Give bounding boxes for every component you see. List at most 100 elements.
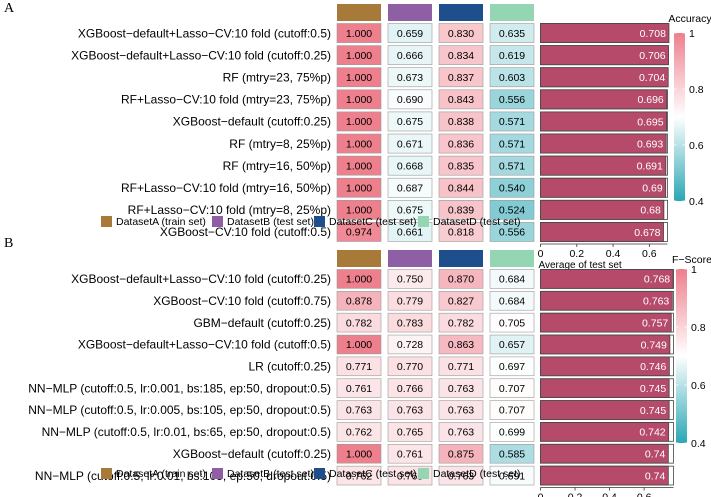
cell-value: 1.000 [346, 182, 372, 194]
cell-value: 0.761 [346, 383, 372, 395]
bar [540, 23, 670, 44]
cell-value: 0.839 [448, 205, 474, 217]
bar [540, 89, 668, 110]
bar-value-label: 0.678 [634, 227, 660, 239]
heatmap-cell [438, 45, 484, 65]
bar [540, 133, 667, 154]
cell-value: 0.671 [397, 138, 423, 150]
cell-value: 0.827 [448, 295, 474, 307]
cell-value: 1.000 [346, 160, 372, 172]
legend-swatch [314, 216, 325, 227]
row-label: RF (mtry=8, 25%p) [229, 137, 331, 151]
bar [540, 312, 672, 333]
heatmap-cell [336, 67, 382, 88]
heatmap-cell [336, 111, 382, 132]
cell-value: 0.770 [397, 361, 423, 373]
bar-x-tick-label: 0.6 [642, 248, 657, 260]
cell-value: 0.666 [397, 50, 423, 62]
heatmap-cell [336, 23, 382, 43]
cell-value: 0.870 [448, 274, 474, 286]
heatmap-cell [489, 422, 535, 442]
cell-value: 0.684 [499, 274, 525, 286]
bar-value-label: 0.746 [640, 361, 666, 373]
colorbar-tick-label: 1 [691, 264, 697, 276]
heatmap-cell [489, 45, 535, 65]
column-header-block [439, 250, 483, 267]
cell-value: 0.556 [499, 227, 525, 239]
legend-label: DatasetB (test set) [227, 468, 314, 480]
colorbar-title: F−Score [672, 254, 711, 266]
cell-value: 0.635 [499, 28, 525, 40]
heatmap-cell [489, 89, 535, 110]
heatmap-cell [336, 291, 382, 311]
cell-value: 0.783 [397, 317, 423, 329]
heatmap-cell [489, 378, 535, 398]
cell-value: 0.771 [346, 361, 372, 373]
heatmap-cell [387, 400, 433, 420]
cell-value: 0.571 [499, 160, 525, 172]
heatmap-cell [336, 443, 382, 464]
heatmap-cell [336, 200, 382, 220]
cell-value: 0.765 [397, 470, 423, 482]
legend-swatch [101, 216, 112, 227]
bar [540, 269, 674, 289]
heatmap-cell [438, 291, 484, 311]
panel-label: B [4, 236, 13, 251]
legend-label: DatasetB (test set) [227, 216, 314, 228]
heatmap-cell [489, 400, 535, 420]
cell-value: 0.763 [397, 405, 423, 417]
row-label: XGBoost−CV:10 fold (cutoff:0.75) [153, 294, 331, 308]
heatmap-cell [387, 89, 433, 110]
bar-value-label: 0.706 [639, 50, 665, 62]
heatmap-cell [387, 177, 433, 198]
bar-x-tick-label: 0.4 [602, 492, 617, 497]
legend-swatch [212, 216, 223, 227]
heatmap-cell [387, 23, 433, 43]
cell-value: 1.000 [346, 94, 372, 106]
row-label: LR (cutoff:0.25) [249, 360, 332, 374]
bar-value-label: 0.691 [637, 160, 663, 172]
cell-value: 0.765 [397, 427, 423, 439]
heatmap-cell [438, 89, 484, 110]
heatmap-cell [438, 67, 484, 88]
row-label: RF+Lasso−CV:10 fold (mtry=23, 75%p) [121, 93, 331, 107]
heatmap-cell [336, 334, 382, 355]
bar [540, 45, 669, 66]
heatmap-cell [438, 465, 484, 486]
cell-value: 0.699 [499, 427, 525, 439]
panel-a: A XGBoost−default+Lasso−CV:10 fold (cutof… [4, 1, 711, 271]
cell-value: 0.619 [499, 50, 525, 62]
cell-value: 0.762 [346, 427, 372, 439]
column-header-block [337, 4, 381, 21]
cell-value: 1.000 [346, 448, 372, 460]
bar-value-label: 0.68 [640, 205, 661, 217]
cell-value: 0.697 [499, 361, 525, 373]
heatmap-cell [336, 89, 382, 110]
heatmap-cell [387, 45, 433, 65]
bar-x-tick-label: 0.2 [568, 492, 583, 497]
cell-value: 0.763 [448, 383, 474, 395]
heatmap-cell [438, 356, 484, 377]
cell-value: 0.763 [448, 427, 474, 439]
cell-value: 0.875 [448, 448, 474, 460]
heatmap-cell [438, 378, 484, 398]
heatmap-cell [387, 200, 433, 220]
cell-value: 0.863 [448, 339, 474, 351]
colorbar-tick-label: 0.6 [689, 140, 704, 152]
heatmap-cell [489, 155, 535, 176]
heatmap-cell [387, 111, 433, 132]
colorbar-tick-label: 1 [689, 28, 695, 40]
cell-value: 1.000 [346, 50, 372, 62]
row-label: XGBoost−default (cutoff:0.25) [173, 115, 331, 129]
bar [540, 67, 669, 88]
cell-value: 1.000 [346, 205, 372, 217]
heatmap-cell [438, 334, 484, 355]
heatmap-cell [489, 111, 535, 132]
cell-value: 0.835 [448, 160, 474, 172]
bar [540, 443, 669, 464]
heatmap-cell [438, 443, 484, 464]
bar-value-label: 0.768 [644, 274, 670, 286]
bar-value-label: 0.745 [640, 405, 666, 417]
cell-value: 0.779 [397, 295, 423, 307]
